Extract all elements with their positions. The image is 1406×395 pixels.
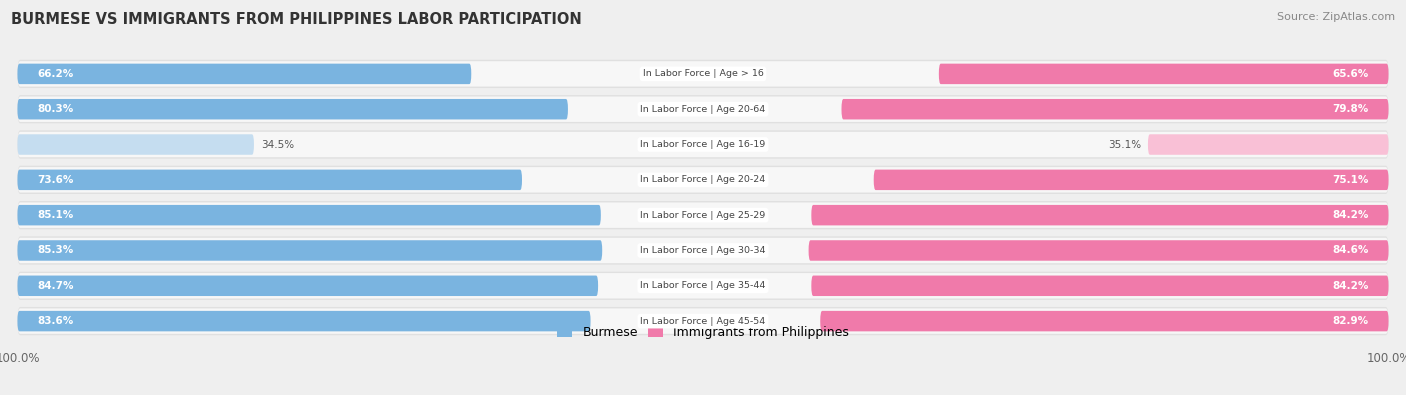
FancyBboxPatch shape	[18, 132, 1388, 157]
FancyBboxPatch shape	[18, 96, 1388, 122]
FancyBboxPatch shape	[841, 99, 1389, 119]
Text: 75.1%: 75.1%	[1331, 175, 1368, 185]
Text: 80.3%: 80.3%	[38, 104, 75, 114]
FancyBboxPatch shape	[17, 272, 1389, 300]
Text: In Labor Force | Age 30-34: In Labor Force | Age 30-34	[640, 246, 766, 255]
FancyBboxPatch shape	[17, 166, 1389, 194]
Text: In Labor Force | Age 35-44: In Labor Force | Age 35-44	[640, 281, 766, 290]
FancyBboxPatch shape	[17, 201, 1389, 229]
Text: BURMESE VS IMMIGRANTS FROM PHILIPPINES LABOR PARTICIPATION: BURMESE VS IMMIGRANTS FROM PHILIPPINES L…	[11, 12, 582, 27]
FancyBboxPatch shape	[17, 236, 1389, 265]
Text: 34.5%: 34.5%	[260, 139, 294, 150]
Text: In Labor Force | Age 20-64: In Labor Force | Age 20-64	[640, 105, 766, 114]
FancyBboxPatch shape	[17, 169, 522, 190]
FancyBboxPatch shape	[18, 203, 1388, 228]
FancyBboxPatch shape	[17, 134, 254, 155]
FancyBboxPatch shape	[17, 240, 602, 261]
FancyBboxPatch shape	[17, 95, 1389, 123]
FancyBboxPatch shape	[939, 64, 1389, 84]
Text: Source: ZipAtlas.com: Source: ZipAtlas.com	[1277, 12, 1395, 22]
FancyBboxPatch shape	[17, 311, 591, 331]
FancyBboxPatch shape	[811, 276, 1389, 296]
Text: 79.8%: 79.8%	[1331, 104, 1368, 114]
Text: 84.2%: 84.2%	[1331, 210, 1368, 220]
FancyBboxPatch shape	[808, 240, 1389, 261]
Text: 85.3%: 85.3%	[38, 245, 75, 256]
FancyBboxPatch shape	[873, 169, 1389, 190]
FancyBboxPatch shape	[811, 205, 1389, 226]
FancyBboxPatch shape	[17, 60, 1389, 88]
Text: 85.1%: 85.1%	[38, 210, 75, 220]
Legend: Burmese, Immigrants from Philippines: Burmese, Immigrants from Philippines	[553, 322, 853, 344]
Text: 84.7%: 84.7%	[38, 281, 75, 291]
FancyBboxPatch shape	[18, 308, 1388, 334]
Text: In Labor Force | Age 45-54: In Labor Force | Age 45-54	[640, 317, 766, 325]
FancyBboxPatch shape	[17, 99, 568, 119]
FancyBboxPatch shape	[17, 307, 1389, 335]
Text: 35.1%: 35.1%	[1108, 139, 1142, 150]
FancyBboxPatch shape	[17, 64, 471, 84]
FancyBboxPatch shape	[18, 61, 1388, 87]
FancyBboxPatch shape	[18, 273, 1388, 299]
Text: 84.2%: 84.2%	[1331, 281, 1368, 291]
FancyBboxPatch shape	[17, 205, 600, 226]
FancyBboxPatch shape	[17, 130, 1389, 159]
Text: 66.2%: 66.2%	[38, 69, 75, 79]
FancyBboxPatch shape	[820, 311, 1389, 331]
Text: 83.6%: 83.6%	[38, 316, 75, 326]
Text: In Labor Force | Age 16-19: In Labor Force | Age 16-19	[640, 140, 766, 149]
Text: 65.6%: 65.6%	[1331, 69, 1368, 79]
FancyBboxPatch shape	[17, 276, 598, 296]
FancyBboxPatch shape	[1147, 134, 1389, 155]
Text: In Labor Force | Age > 16: In Labor Force | Age > 16	[643, 70, 763, 78]
Text: 82.9%: 82.9%	[1331, 316, 1368, 326]
FancyBboxPatch shape	[18, 167, 1388, 192]
Text: 73.6%: 73.6%	[38, 175, 75, 185]
Text: In Labor Force | Age 20-24: In Labor Force | Age 20-24	[640, 175, 766, 184]
FancyBboxPatch shape	[18, 238, 1388, 263]
Text: 84.6%: 84.6%	[1331, 245, 1368, 256]
Text: In Labor Force | Age 25-29: In Labor Force | Age 25-29	[640, 211, 766, 220]
